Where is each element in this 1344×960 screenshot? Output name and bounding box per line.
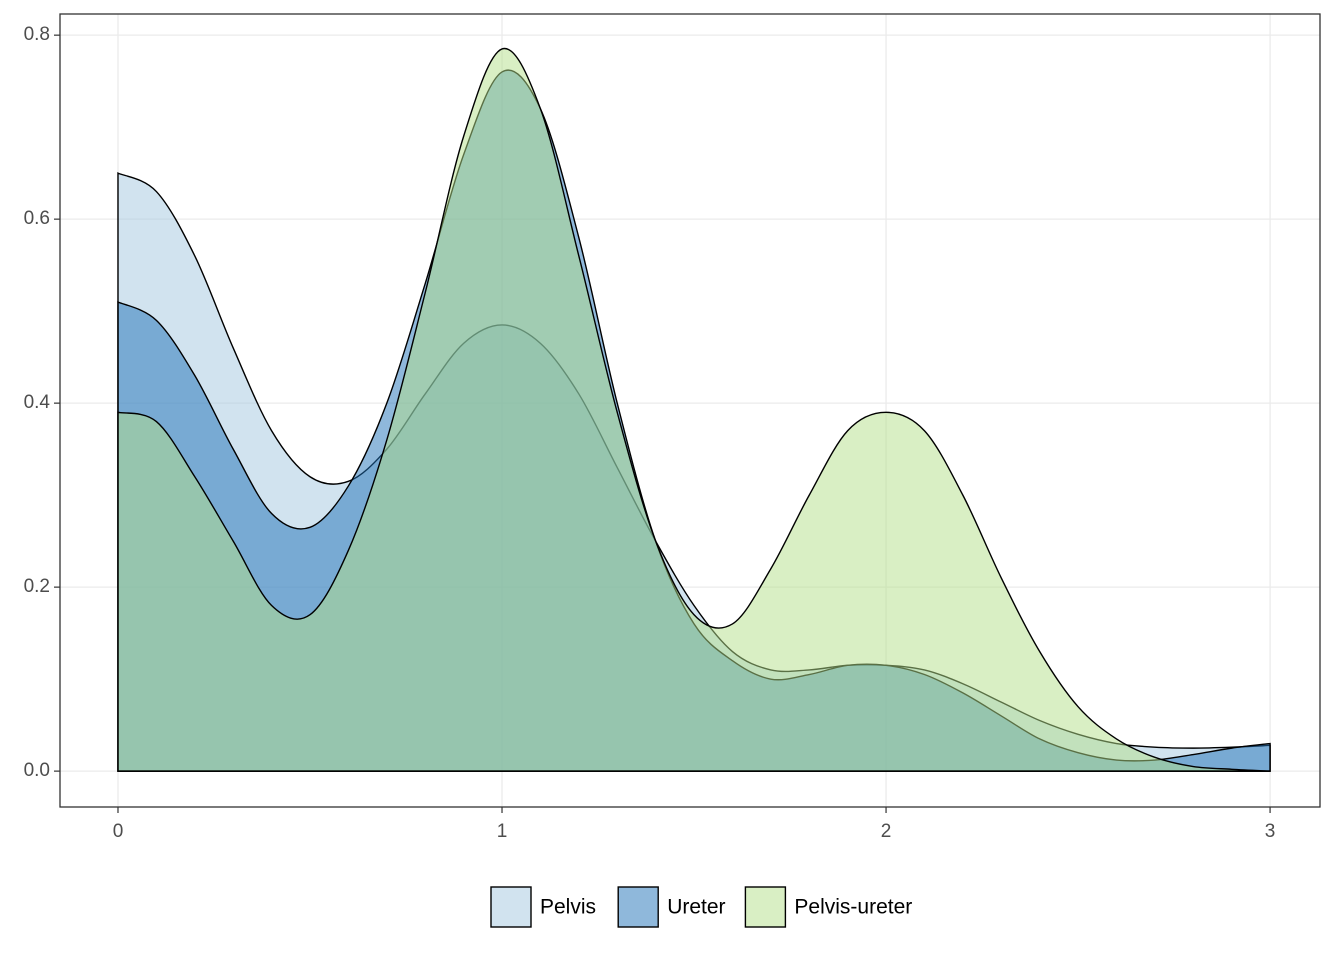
axes: 0.0 0.2 0.4 0.6 0.8 0 1 2 3: [24, 24, 1276, 842]
legend-key: [744, 886, 787, 928]
legend-key: [617, 886, 659, 928]
legend-label: Ureter: [667, 896, 725, 919]
y-tick-label: 0.8: [24, 24, 50, 45]
x-tick-label: 2: [881, 821, 892, 842]
legend: Pelvis Ureter Pelvis-ureter: [490, 886, 912, 928]
plot-area: [117, 47, 1271, 772]
legend-key: [490, 886, 532, 928]
x-tick-label: 1: [497, 821, 508, 842]
y-tick-label: 0.6: [24, 208, 50, 229]
panel-border: [59, 13, 1321, 808]
legend-label: Pelvis: [540, 896, 596, 919]
density-area: [117, 47, 1271, 772]
legend-label: Pelvis-ureter: [794, 896, 912, 919]
y-tick-label: 0.0: [24, 760, 50, 781]
x-tick-label: 0: [113, 821, 124, 842]
y-tick-label: 0.2: [24, 576, 50, 597]
y-tick-label: 0.4: [24, 392, 51, 413]
x-tick-label: 3: [1265, 821, 1276, 842]
